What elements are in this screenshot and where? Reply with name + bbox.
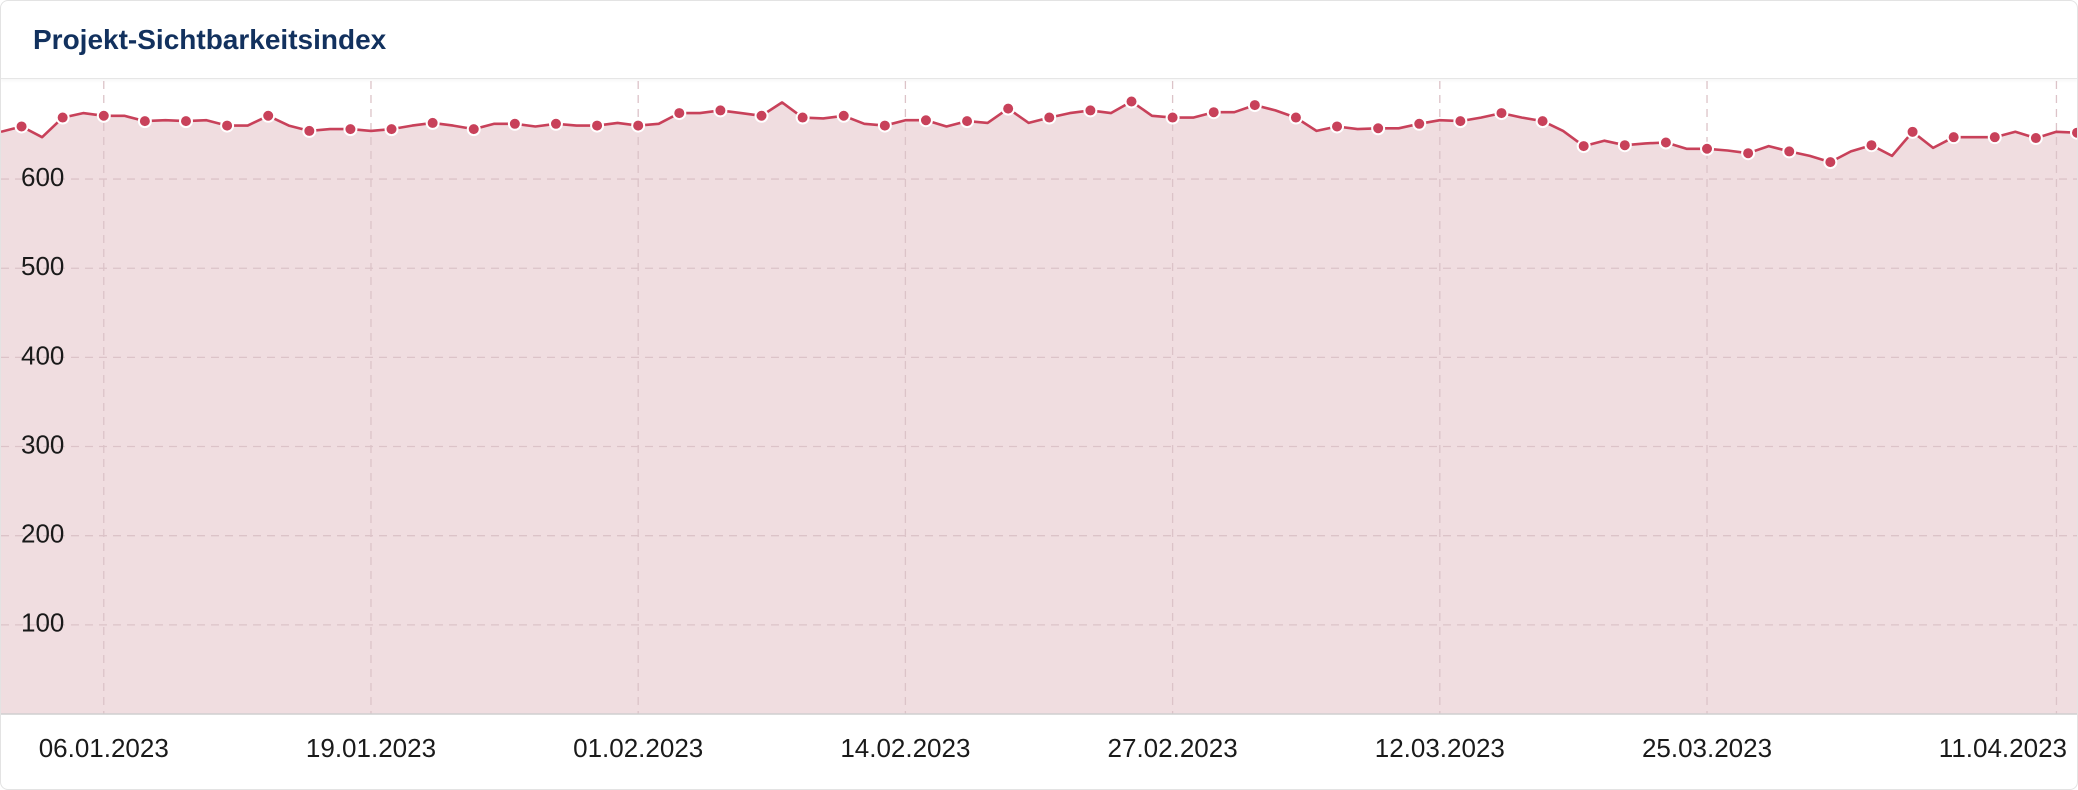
data-point xyxy=(343,122,358,137)
data-point xyxy=(1371,121,1386,136)
y-tick-label: 200 xyxy=(21,519,64,549)
labels: 100 200 300 400 500 600 06.01.2023 19.01.2023 01… xyxy=(1,162,2077,763)
data-point xyxy=(1823,155,1838,170)
data-point xyxy=(672,106,687,121)
header: Projekt-Sichtbarkeitsindex xyxy=(1,1,2077,79)
data-point xyxy=(1617,138,1632,153)
data-point xyxy=(754,108,769,123)
data-point xyxy=(1494,106,1509,121)
data-point xyxy=(1864,138,1879,153)
data-point xyxy=(425,115,440,130)
data-point xyxy=(96,108,111,123)
x-tick-label: 11.04.2023 xyxy=(1939,733,2067,763)
x-tick-label: 06.01.2023 xyxy=(39,733,169,763)
data-point xyxy=(1288,110,1303,125)
data-point xyxy=(1247,98,1262,113)
data-point xyxy=(261,108,276,123)
data-point xyxy=(1083,103,1098,118)
data-point xyxy=(1782,144,1797,159)
data-point xyxy=(2028,131,2043,146)
data-point xyxy=(1412,116,1427,131)
data-point xyxy=(1576,139,1591,154)
data-point xyxy=(795,110,810,125)
y-tick-label: 300 xyxy=(21,429,64,459)
data-point xyxy=(590,118,605,133)
data-point xyxy=(877,118,892,133)
grid xyxy=(1,81,2077,714)
y-tick-label: 500 xyxy=(21,251,64,281)
y-tick-label: 600 xyxy=(21,162,64,192)
data-point xyxy=(2070,125,2077,140)
data-point xyxy=(55,110,70,125)
data-point xyxy=(507,116,522,131)
data-point xyxy=(1946,130,1961,145)
data-point xyxy=(1658,135,1673,150)
data-point xyxy=(918,113,933,128)
data-point xyxy=(1741,146,1756,161)
data-point xyxy=(1165,110,1180,125)
data-point xyxy=(220,118,235,133)
data-point xyxy=(1535,114,1550,129)
data-point xyxy=(1700,141,1715,156)
data-point xyxy=(384,122,399,137)
data-point xyxy=(1330,119,1345,134)
x-tick-label: 01.02.2023 xyxy=(573,733,703,763)
data-point xyxy=(713,103,728,118)
data-point xyxy=(1453,114,1468,129)
data-point xyxy=(1124,94,1139,109)
chart-title: Projekt-Sichtbarkeitsindex xyxy=(33,23,387,55)
data-point xyxy=(1001,101,1016,116)
x-tick-label: 14.02.2023 xyxy=(840,733,970,763)
x-tick-label: 27.02.2023 xyxy=(1108,733,1238,763)
x-tick-label: 25.03.2023 xyxy=(1642,733,1772,763)
data-point xyxy=(1042,110,1057,125)
x-tick-label: 12.03.2023 xyxy=(1375,733,1505,763)
data-point xyxy=(137,114,152,129)
data-point xyxy=(631,118,646,133)
series xyxy=(1,94,2077,170)
area-fill xyxy=(1,101,2077,714)
data-point xyxy=(178,114,193,129)
data-point xyxy=(1987,130,2002,145)
data-point xyxy=(1206,105,1221,120)
data-point xyxy=(836,108,851,123)
data-point xyxy=(14,119,29,134)
data-point xyxy=(548,116,563,131)
data-point xyxy=(466,122,481,137)
x-tick-label: 19.01.2023 xyxy=(306,733,436,763)
data-point xyxy=(302,123,317,138)
y-tick-label: 100 xyxy=(21,608,64,638)
data-point xyxy=(960,114,975,129)
y-tick-label: 400 xyxy=(21,340,64,370)
data-point xyxy=(1905,124,1920,139)
plot-area xyxy=(1,101,2077,714)
